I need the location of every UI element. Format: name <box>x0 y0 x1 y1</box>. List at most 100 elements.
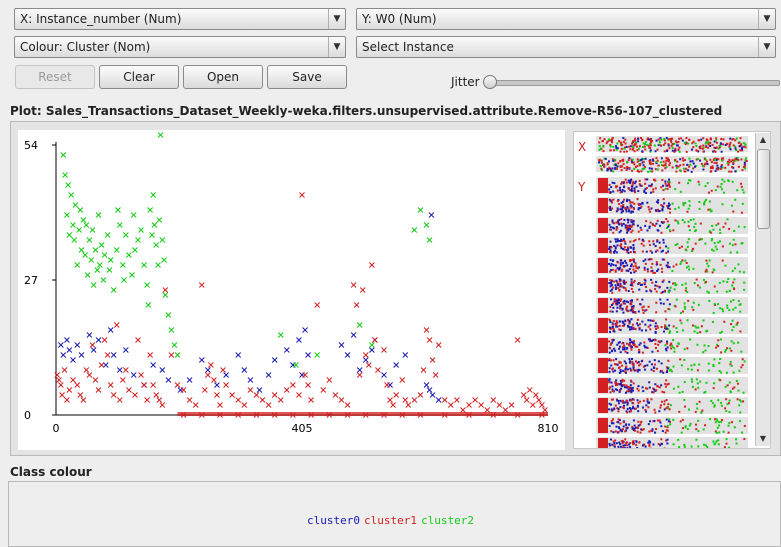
data-point-cluster1[interactable] <box>201 387 208 393</box>
attribute-strip-y[interactable] <box>596 317 748 334</box>
legend-cluster0[interactable]: cluster0 <box>307 514 360 527</box>
data-point-cluster2[interactable] <box>100 277 107 283</box>
data-point-cluster1[interactable] <box>326 412 333 418</box>
data-point-cluster1[interactable] <box>98 362 105 368</box>
data-point-cluster2[interactable] <box>126 252 132 258</box>
data-point-cluster1[interactable] <box>435 342 442 348</box>
data-point-cluster1[interactable] <box>204 372 211 378</box>
data-point-cluster1[interactable] <box>353 302 360 308</box>
data-point-cluster1[interactable] <box>490 397 497 403</box>
data-point-cluster2[interactable] <box>84 272 91 278</box>
data-point-cluster1[interactable] <box>529 402 536 408</box>
data-point-cluster1[interactable] <box>144 397 150 403</box>
data-point-cluster1[interactable] <box>302 372 308 378</box>
data-point-cluster2[interactable] <box>314 352 321 358</box>
chevron-down-icon[interactable]: ▼ <box>758 37 775 57</box>
attribute-bars-svg[interactable]: XY <box>574 132 771 449</box>
data-point-cluster1[interactable] <box>362 412 369 418</box>
data-point-cluster1[interactable] <box>338 397 345 403</box>
data-point-cluster2[interactable] <box>151 222 158 228</box>
data-point-cluster0[interactable] <box>58 342 64 348</box>
data-point-cluster0[interactable] <box>423 382 430 388</box>
data-point-cluster2[interactable] <box>116 222 123 228</box>
reset-button[interactable]: Reset <box>15 65 95 89</box>
data-point-cluster1[interactable] <box>478 402 485 408</box>
data-point-cluster1[interactable] <box>296 392 302 398</box>
data-point-cluster2[interactable] <box>150 192 157 198</box>
data-point-cluster0[interactable] <box>368 347 375 353</box>
attribute-strip-x[interactable] <box>596 156 748 173</box>
data-point-cluster1[interactable] <box>502 407 509 413</box>
data-point-cluster1[interactable] <box>381 347 387 353</box>
data-point-cluster0[interactable] <box>356 367 363 373</box>
data-point-cluster1[interactable] <box>198 282 205 288</box>
data-point-cluster1[interactable] <box>211 377 217 383</box>
data-point-cluster2[interactable] <box>94 267 101 273</box>
data-point-cluster1[interactable] <box>290 382 296 388</box>
data-point-cluster2[interactable] <box>95 212 102 218</box>
data-point-cluster2[interactable] <box>115 207 121 213</box>
data-point-cluster0[interactable] <box>110 352 117 358</box>
data-point-cluster1[interactable] <box>126 387 132 393</box>
data-point-cluster0[interactable] <box>338 342 345 348</box>
data-point-cluster1[interactable] <box>217 402 223 408</box>
data-point-cluster0[interactable] <box>66 347 73 353</box>
data-point-cluster2[interactable] <box>356 322 363 328</box>
data-point-cluster2[interactable] <box>145 302 152 308</box>
data-point-cluster1[interactable] <box>104 352 111 358</box>
data-point-cluster0[interactable] <box>302 327 308 333</box>
data-point-cluster2[interactable] <box>162 292 169 298</box>
data-point-cluster1[interactable] <box>192 402 199 408</box>
data-point-cluster1[interactable] <box>381 412 387 418</box>
attribute-strip-y[interactable] <box>596 257 748 274</box>
data-point-cluster1[interactable] <box>299 192 305 198</box>
data-point-cluster1[interactable] <box>308 397 314 403</box>
data-point-cluster0[interactable] <box>235 352 242 358</box>
data-point-cluster1[interactable] <box>180 412 187 418</box>
data-point-cluster0[interactable] <box>122 347 129 353</box>
data-point-cluster1[interactable] <box>220 367 226 373</box>
data-point-cluster0[interactable] <box>435 397 442 403</box>
data-point-cluster1[interactable] <box>539 412 545 418</box>
data-point-cluster0[interactable] <box>186 377 193 383</box>
data-point-cluster0[interactable] <box>426 387 433 393</box>
data-point-cluster1[interactable] <box>542 407 548 413</box>
data-point-cluster1[interactable] <box>283 387 290 393</box>
data-point-cluster0[interactable] <box>247 377 254 383</box>
data-point-cluster2[interactable] <box>74 262 81 268</box>
data-point-cluster2[interactable] <box>155 262 161 268</box>
data-point-cluster1[interactable] <box>180 387 187 393</box>
data-point-cluster2[interactable] <box>157 132 164 138</box>
data-point-cluster1[interactable] <box>64 397 70 403</box>
data-point-cluster1[interactable] <box>362 352 369 358</box>
data-point-cluster1[interactable] <box>101 337 108 343</box>
data-point-cluster2[interactable] <box>96 262 103 268</box>
data-point-cluster2[interactable] <box>174 352 181 358</box>
data-point-cluster2[interactable] <box>141 262 147 268</box>
data-point-cluster1[interactable] <box>83 367 90 373</box>
data-point-cluster1[interactable] <box>526 387 533 393</box>
data-point-cluster1[interactable] <box>241 402 248 408</box>
data-point-cluster1[interactable] <box>514 412 521 418</box>
data-point-cluster0[interactable] <box>150 362 157 368</box>
data-point-cluster0[interactable] <box>70 357 76 363</box>
y-axis-select[interactable]: Y: W0 (Num) ▼ <box>356 8 776 30</box>
data-point-cluster1[interactable] <box>356 372 363 378</box>
data-point-cluster1[interactable] <box>372 337 378 343</box>
data-point-cluster1[interactable] <box>70 377 76 383</box>
attribute-strip-y[interactable] <box>596 177 748 194</box>
attribute-strip-y[interactable] <box>596 357 748 374</box>
data-point-cluster1[interactable] <box>59 392 65 398</box>
data-point-cluster2[interactable] <box>129 272 135 278</box>
data-point-cluster2[interactable] <box>153 242 160 248</box>
data-point-cluster2[interactable] <box>65 182 72 188</box>
data-point-cluster1[interactable] <box>441 412 448 418</box>
data-point-cluster0[interactable] <box>428 212 435 218</box>
data-point-cluster1[interactable] <box>393 392 400 398</box>
data-point-cluster1[interactable] <box>174 382 181 388</box>
data-point-cluster1[interactable] <box>247 387 254 393</box>
scroll-down-icon[interactable]: ▼ <box>759 434 767 443</box>
data-point-cluster0[interactable] <box>256 387 263 393</box>
colour-select[interactable]: Colour: Cluster (Nom) ▼ <box>14 36 346 58</box>
